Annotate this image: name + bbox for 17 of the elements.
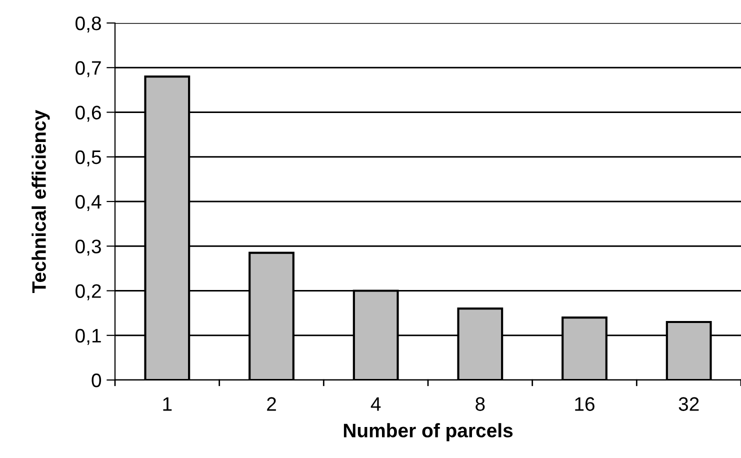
x-axis-title: Number of parcels <box>344 423 513 442</box>
x-tick-label: 32 <box>678 397 699 411</box>
y-tick-label: 0,8 <box>76 16 101 33</box>
y-tick-label: 0,5 <box>76 150 101 166</box>
x-tick-label: 16 <box>575 397 594 411</box>
y-tick-label: 0,2 <box>76 284 101 300</box>
x-tick-label: 2 <box>267 397 276 411</box>
x-tick-label: 1 <box>163 397 172 411</box>
y-tick-label: 0,6 <box>76 106 101 122</box>
x-tick-label: 8 <box>476 397 485 411</box>
y-tick-label: 0,3 <box>76 240 101 256</box>
x-tick-label: 4 <box>370 397 381 411</box>
y-tick-label: 0 <box>92 373 102 388</box>
y-tick-label: 0,1 <box>76 328 101 345</box>
y-tick-label: 0,4 <box>76 194 102 212</box>
y-tick-label: 0,7 <box>76 61 101 78</box>
y-axis-title: Technical efficiency <box>32 110 50 293</box>
